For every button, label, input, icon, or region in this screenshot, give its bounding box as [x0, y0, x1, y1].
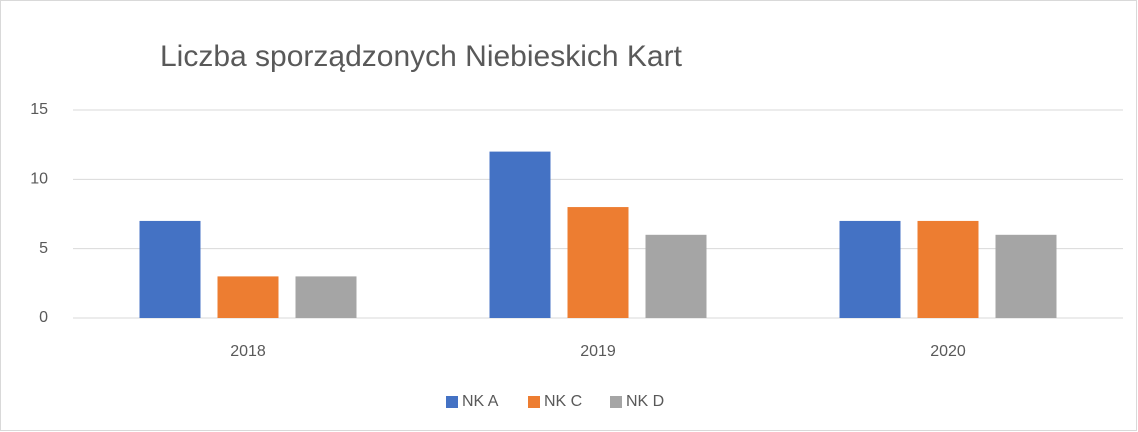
legend-swatch — [610, 396, 622, 408]
bar — [917, 220, 979, 318]
y-tick-label: 10 — [30, 171, 48, 188]
x-tick-label: 2018 — [230, 343, 266, 360]
bar — [645, 234, 707, 318]
bar — [489, 151, 551, 318]
chart-title: Liczba sporządzonych Niebieskich Kart — [160, 40, 683, 73]
bar — [139, 220, 201, 318]
legend-label: NK C — [544, 393, 582, 410]
bar — [839, 220, 901, 318]
y-tick-label: 0 — [39, 309, 48, 326]
bar — [295, 276, 357, 318]
legend-swatch — [446, 396, 458, 408]
y-tick-label: 15 — [30, 101, 48, 118]
legend-label: NK A — [462, 393, 499, 410]
legend-label: NK D — [626, 393, 664, 410]
y-tick-label: 5 — [39, 240, 48, 257]
legend-swatch — [528, 396, 540, 408]
bar — [217, 276, 279, 318]
x-tick-label: 2020 — [930, 343, 966, 360]
bar — [995, 234, 1057, 318]
x-tick-label: 2019 — [580, 343, 616, 360]
bar — [567, 207, 629, 318]
